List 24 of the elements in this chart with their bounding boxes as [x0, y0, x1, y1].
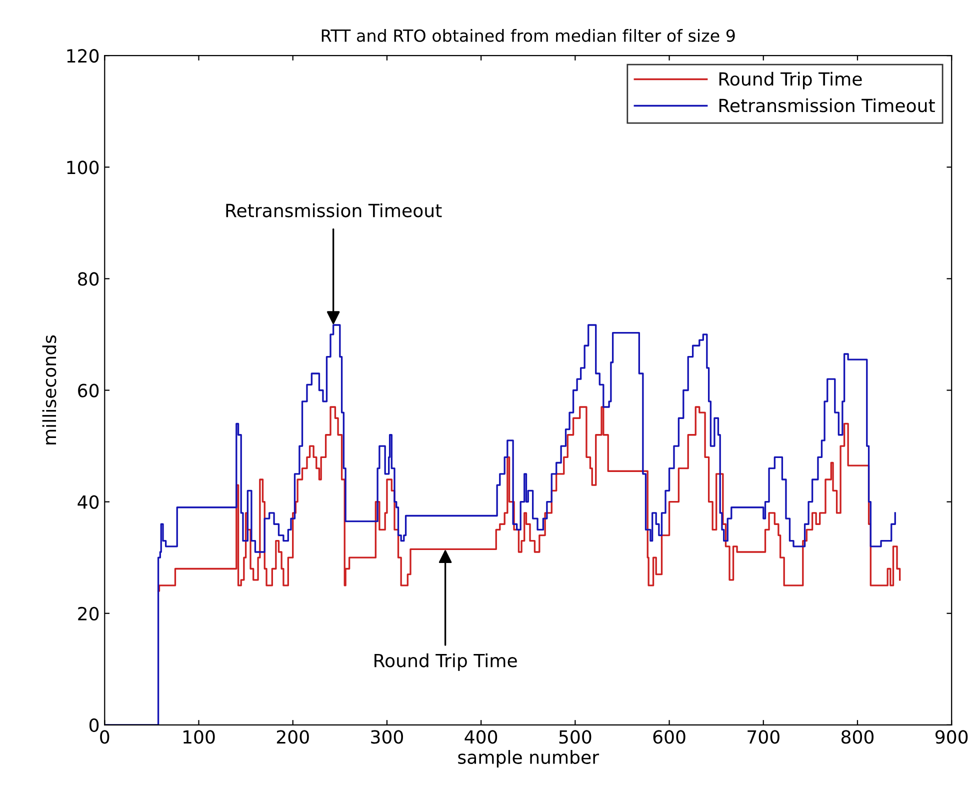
x-tick-label: 500 [559, 730, 592, 744]
x-tick-label: 900 [936, 730, 968, 744]
x-tick-label: 800 [841, 730, 874, 744]
annotation: Round Trip Time [374, 653, 517, 671]
x-tick-label: 0 [100, 730, 110, 744]
x-tick-label: 400 [464, 730, 498, 744]
y-tick-label: 40 [78, 495, 99, 509]
y-tick-label: 120 [67, 49, 99, 63]
x-tick-label: 200 [276, 730, 309, 744]
y-tick-label: 60 [78, 384, 99, 398]
y-tick-label: 0 [89, 718, 99, 732]
legend-label: Round Trip Time [719, 72, 862, 90]
x-axis-title: sample number [458, 750, 600, 768]
y-tick-label: 80 [78, 272, 99, 286]
annotation: Retransmission Timeout [226, 203, 442, 218]
y-axis-title: milliseconds [42, 335, 56, 444]
y-tick-label: 20 [78, 606, 99, 620]
x-tick-label: 100 [184, 730, 215, 744]
x-tick-label: 700 [748, 730, 780, 744]
y-tick-label: 100 [67, 160, 99, 174]
x-tick-label: 300 [371, 730, 403, 744]
x-tick-label: 600 [653, 730, 686, 744]
legend-label: Retransmission Timeout [719, 98, 935, 112]
chart-title: RTT and RTO obtained from median filter of size 9 [322, 29, 735, 42]
